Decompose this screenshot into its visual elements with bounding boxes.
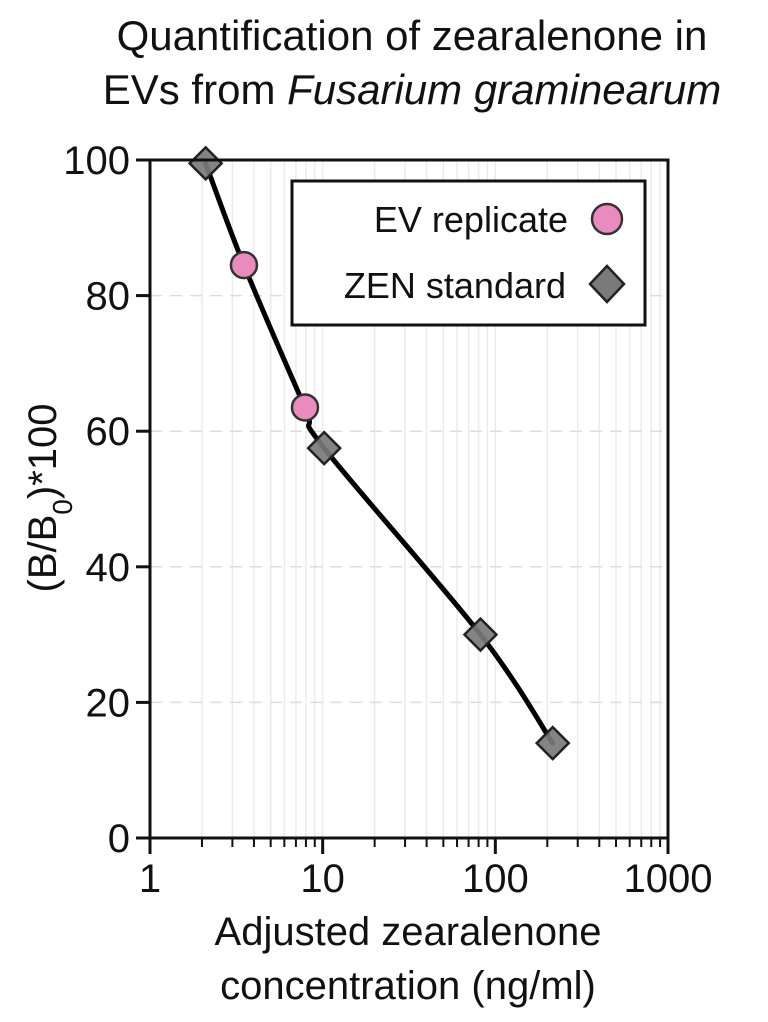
ev-replicate-point [290, 393, 320, 422]
y-tick-label: 80 [86, 275, 131, 319]
legend-marker-circle [590, 202, 624, 236]
y-axis-title-end: )*100 [21, 404, 65, 500]
zen-standard-point [462, 616, 499, 653]
y-tick-label: 60 [86, 410, 131, 454]
x-axis-title-line-1: Adjusted zearalenone [215, 910, 602, 954]
legend: EV replicate ZEN standard [290, 179, 647, 327]
x-tick-label: 100 [462, 857, 529, 901]
y-axis-title-subscript: 0 [47, 499, 78, 515]
y-tick-label: 0 [108, 817, 130, 861]
legend-marker-diamond [588, 264, 626, 304]
zen-standard-point [534, 725, 571, 761]
legend-box [290, 179, 647, 327]
ev-replicate-point [229, 250, 259, 280]
y-axis-title: (B/B0)*100 [21, 404, 78, 593]
x-tick-label: 1 [139, 857, 161, 901]
x-tick-label: 1000 [624, 857, 713, 901]
chart-title-line-2: EVs from Fusarium graminearum [103, 66, 722, 113]
zen-standard-point [306, 430, 342, 466]
chart-title-prefix: EVs from [103, 66, 287, 113]
y-tick-label: 20 [86, 681, 131, 725]
legend-label-zen-standard: ZEN standard [344, 265, 566, 306]
x-tick-label: 10 [300, 857, 345, 901]
y-axis-title-main: (B/B [21, 515, 65, 593]
chart-title-species: Fusarium graminearum [287, 66, 721, 113]
chart-title-line-1: Quantification of zearalenone in [117, 12, 708, 59]
legend-label-ev-replicate: EV replicate [374, 199, 568, 240]
markers-layer [187, 145, 571, 761]
zen-standard-point [187, 145, 224, 182]
y-tick-label: 100 [63, 139, 130, 183]
plot-frame [148, 158, 670, 840]
x-axis-title-line-2: concentration (ng/ml) [220, 964, 596, 1008]
axes: 1 10 100 1000 0 20 40 60 80 100 [63, 139, 712, 901]
y-tick-label: 40 [86, 546, 131, 590]
